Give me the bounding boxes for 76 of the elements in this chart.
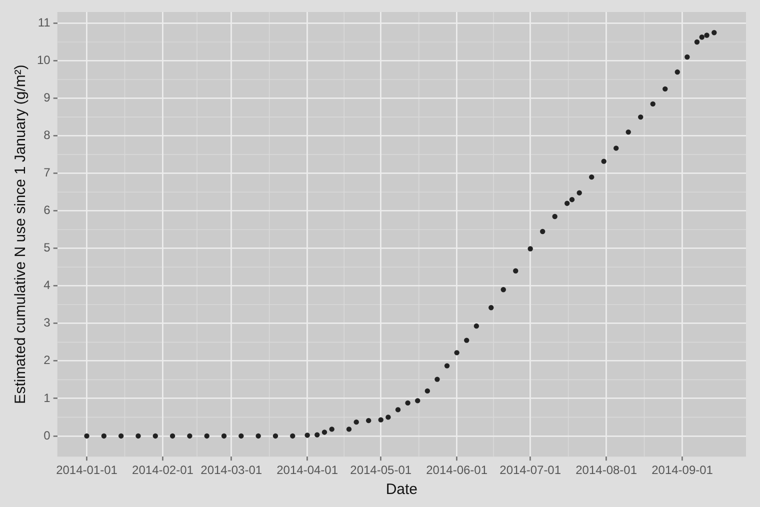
point: [272, 433, 278, 439]
point: [684, 54, 690, 60]
y-tick-label: 3: [44, 316, 51, 330]
x-tick-label: 2014-02-01: [132, 463, 194, 478]
x-tick-label: 2014-03-01: [200, 463, 262, 478]
x-tick-label: 2014-06-01: [426, 463, 488, 478]
x-tick-label: 2014-04-01: [276, 463, 338, 478]
point: [650, 101, 656, 107]
point: [699, 34, 704, 40]
point: [674, 69, 680, 75]
point: [290, 433, 296, 439]
point: [662, 86, 668, 92]
y-tick-label: 6: [44, 203, 51, 218]
point: [694, 39, 700, 45]
point: [221, 433, 227, 439]
x-tick-label: 2014-08-01: [576, 463, 638, 478]
point: [569, 196, 575, 202]
point: [256, 433, 261, 439]
point: [513, 268, 518, 274]
point: [354, 419, 359, 425]
point: [564, 200, 570, 206]
y-tick-label: 11: [38, 16, 51, 30]
point: [638, 114, 644, 120]
point: [366, 418, 372, 424]
y-axis-title: Estimated cumulative N use since 1 January (g/m²): [12, 64, 30, 404]
y-tick-label: 8: [44, 128, 51, 142]
y-tick-label: 10: [36, 53, 51, 68]
point: [187, 433, 192, 439]
point: [204, 433, 210, 439]
point: [314, 432, 320, 438]
point: [528, 246, 533, 252]
x-tick-label: 2014-09-01: [652, 463, 714, 478]
y-tick-label: 7: [44, 166, 51, 180]
point: [170, 433, 176, 439]
point: [500, 287, 506, 292]
x-axis-title: Date: [386, 481, 418, 498]
point: [712, 30, 717, 36]
point: [378, 417, 384, 422]
point: [552, 214, 558, 220]
point: [704, 32, 710, 38]
point: [322, 430, 328, 435]
point: [386, 414, 391, 420]
point: [488, 305, 494, 310]
y-tick-label: 4: [44, 278, 51, 292]
x-tick-label: 2014-05-01: [350, 463, 412, 478]
y-tick-label: 1: [44, 390, 51, 405]
x-tick-label: 2014-07-01: [500, 463, 562, 478]
point: [424, 388, 430, 394]
point: [346, 426, 352, 432]
point: [152, 433, 158, 439]
point: [626, 129, 631, 135]
y-tick-label: 2: [44, 353, 51, 368]
point: [454, 350, 460, 356]
point: [589, 174, 594, 180]
x-tick-label: 2014-01-01: [56, 463, 118, 478]
point: [84, 433, 90, 439]
point: [136, 433, 141, 439]
point: [474, 323, 480, 329]
point: [415, 398, 420, 404]
point: [464, 338, 470, 343]
point: [238, 433, 244, 439]
point: [405, 400, 410, 406]
point: [601, 158, 606, 164]
point: [576, 190, 582, 196]
y-tick-label: 9: [44, 90, 51, 105]
y-tick-label: 5: [44, 240, 51, 255]
point: [614, 146, 619, 151]
point: [395, 407, 401, 412]
point: [444, 363, 450, 368]
point: [101, 433, 107, 439]
point: [329, 426, 334, 432]
point: [434, 376, 440, 382]
y-tick-label: 0: [44, 428, 51, 442]
point: [304, 432, 310, 438]
point: [540, 228, 546, 234]
point: [118, 433, 124, 439]
